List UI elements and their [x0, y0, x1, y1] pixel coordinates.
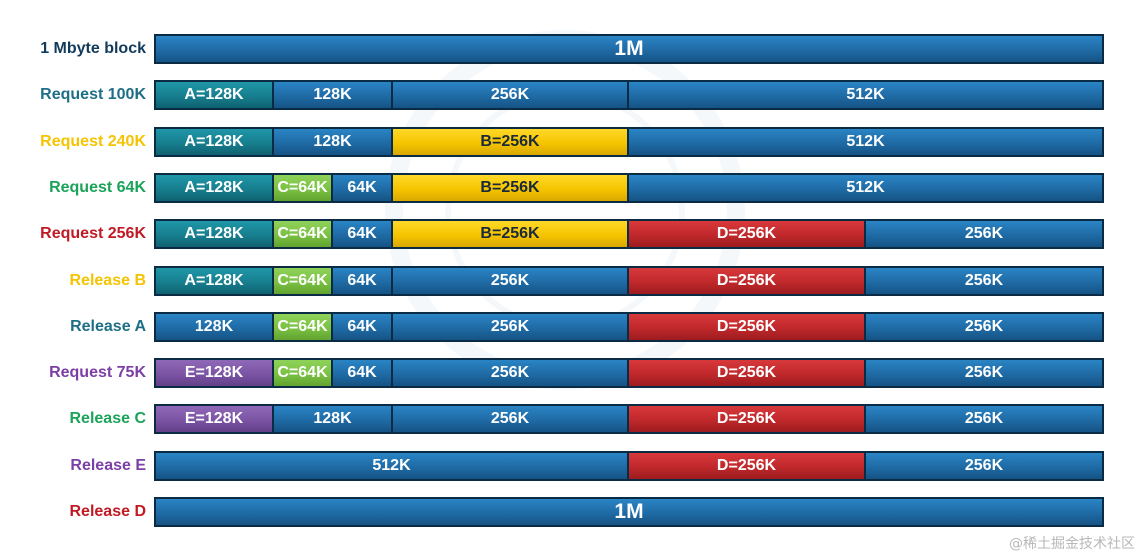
- memory-block-teal: A=128K: [156, 129, 274, 155]
- memory-block-free: 256K: [393, 314, 629, 340]
- memory-block-free: 64K: [333, 360, 393, 386]
- memory-block-free: 64K: [333, 175, 393, 201]
- memory-block-free: 1M: [156, 36, 1102, 62]
- memory-block-free: 64K: [333, 268, 393, 294]
- memory-block-teal: A=128K: [156, 82, 274, 108]
- memory-block-free: 256K: [866, 314, 1102, 340]
- row-label: Request 100K: [40, 86, 146, 103]
- memory-block-red: D=256K: [629, 406, 866, 432]
- memory-bar: A=128K 128K 256K 512K: [154, 80, 1104, 110]
- row-label: Request 64K: [49, 179, 146, 196]
- memory-block-free: 512K: [156, 453, 629, 479]
- memory-bar: A=128K C=64K 64K 256K D=256K 256K: [154, 266, 1104, 296]
- row-label: Request 75K: [49, 364, 146, 381]
- memory-block-free: 64K: [333, 221, 393, 247]
- memory-block-green: C=64K: [274, 314, 333, 340]
- memory-block-free: 256K: [393, 82, 629, 108]
- memory-block-free: 256K: [393, 360, 629, 386]
- memory-block-purple: E=128K: [156, 360, 274, 386]
- memory-block-yellow: B=256K: [393, 129, 629, 155]
- memory-block-free: 256K: [866, 268, 1102, 294]
- memory-bar: A=128K C=64K 64K B=256K D=256K 256K: [154, 219, 1104, 249]
- memory-bar: 1M: [154, 497, 1104, 527]
- memory-block-free: 512K: [629, 82, 1102, 108]
- memory-block-yellow: B=256K: [393, 221, 629, 247]
- memory-block-free: 128K: [274, 82, 393, 108]
- memory-bar: A=128K 128K B=256K 512K: [154, 127, 1104, 157]
- memory-block-red: D=256K: [629, 360, 866, 386]
- row-label: Release C: [69, 410, 147, 427]
- memory-block-purple: E=128K: [156, 406, 274, 432]
- memory-block-free: 256K: [866, 360, 1102, 386]
- memory-block-free: 128K: [274, 406, 393, 432]
- memory-block-free: 512K: [629, 175, 1102, 201]
- row-label: 1 Mbyte block: [40, 40, 146, 57]
- memory-block-yellow: B=256K: [393, 175, 629, 201]
- memory-block-free: 256K: [866, 221, 1102, 247]
- memory-block-red: D=256K: [629, 314, 866, 340]
- memory-block-green: C=64K: [274, 360, 333, 386]
- memory-block-green: C=64K: [274, 221, 333, 247]
- watermark: @稀土掘金技术社区: [1009, 536, 1135, 552]
- row-label: Release B: [69, 272, 147, 289]
- memory-block-teal: A=128K: [156, 175, 274, 201]
- memory-block-green: C=64K: [274, 175, 333, 201]
- memory-block-free: 256K: [866, 406, 1102, 432]
- memory-block-free: 64K: [333, 314, 393, 340]
- memory-bar: E=128K C=64K 64K 256K D=256K 256K: [154, 358, 1104, 388]
- memory-bar: 512K D=256K 256K: [154, 451, 1104, 481]
- row-label: Request 240K: [40, 133, 146, 150]
- memory-block-green: C=64K: [274, 268, 333, 294]
- row-label: Release E: [70, 457, 146, 474]
- memory-block-free: 512K: [629, 129, 1102, 155]
- memory-block-teal: A=128K: [156, 221, 274, 247]
- memory-block-free: 128K: [274, 129, 393, 155]
- memory-block-free: 256K: [393, 268, 629, 294]
- memory-block-red: D=256K: [629, 221, 866, 247]
- row-label: Release D: [69, 503, 147, 520]
- memory-block-teal: A=128K: [156, 268, 274, 294]
- memory-block-free: 256K: [393, 406, 629, 432]
- memory-bar: E=128K 128K 256K D=256K 256K: [154, 404, 1104, 434]
- memory-bar: A=128K C=64K 64K B=256K 512K: [154, 173, 1104, 203]
- memory-block-red: D=256K: [629, 453, 866, 479]
- memory-block-free: 128K: [156, 314, 274, 340]
- memory-block-red: D=256K: [629, 268, 866, 294]
- memory-bar: 128K C=64K 64K 256K D=256K 256K: [154, 312, 1104, 342]
- row-label: Request 256K: [40, 225, 146, 242]
- memory-block-free: 256K: [866, 453, 1102, 479]
- row-label: Release A: [70, 318, 146, 335]
- memory-block-free: 1M: [156, 499, 1102, 525]
- memory-bar: 1M: [154, 34, 1104, 64]
